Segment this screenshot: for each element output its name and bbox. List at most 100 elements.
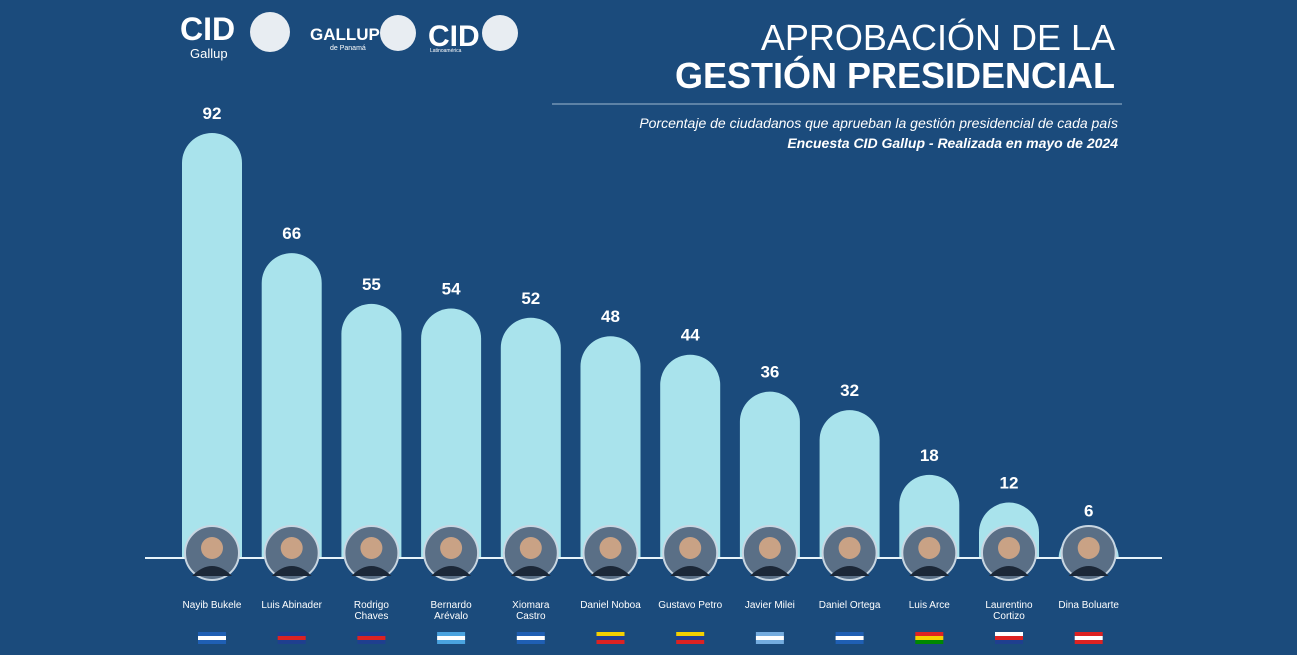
category-label: Luis Abinader xyxy=(261,600,322,611)
flag-stripe xyxy=(995,632,1023,636)
flag-stripe xyxy=(755,636,784,640)
portrait-face xyxy=(360,537,383,559)
flag-stripe xyxy=(516,640,545,644)
value-label: 18 xyxy=(920,446,939,465)
bar xyxy=(182,132,243,558)
category-label: Daniel Noboa xyxy=(580,600,641,611)
logo-subtext: de Panamá xyxy=(330,45,366,52)
bar xyxy=(580,336,641,558)
flag-stripe xyxy=(516,632,545,636)
flag-stripe xyxy=(915,640,944,644)
flag-stripe xyxy=(915,632,944,636)
value-label: 32 xyxy=(840,381,859,400)
flag-stripe xyxy=(676,632,705,636)
flag-stripe xyxy=(1074,632,1103,636)
flag-stripe xyxy=(676,640,705,644)
flag-stripe xyxy=(277,636,306,640)
flag-stripe xyxy=(437,636,466,640)
source: Encuesta CID Gallup - Realizada en mayo … xyxy=(787,135,1118,151)
portrait-face xyxy=(679,537,702,559)
category-label: Daniel Ortega xyxy=(818,600,881,611)
portrait-face xyxy=(599,537,622,559)
subtitle: Porcentaje de ciudadanos que aprueban la… xyxy=(639,115,1118,131)
value-label: 54 xyxy=(442,280,461,299)
flag-stripe xyxy=(835,632,864,636)
bar xyxy=(500,317,561,558)
portrait-body xyxy=(510,566,551,576)
portrait-body xyxy=(909,566,950,576)
bar xyxy=(261,253,322,558)
logo-text: CID xyxy=(428,20,480,53)
value-label: 6 xyxy=(1084,501,1093,520)
portrait-body xyxy=(989,566,1029,576)
portrait-body xyxy=(829,566,870,576)
globe xyxy=(250,12,290,52)
portrait-face xyxy=(998,537,1020,559)
portrait-face xyxy=(838,537,861,559)
portrait-body xyxy=(749,566,790,576)
flag-stripe xyxy=(596,640,625,644)
flag-stripe xyxy=(277,632,306,636)
flag-stripe xyxy=(277,640,306,644)
logo-text: GALLUP xyxy=(310,25,380,44)
flag-stripe xyxy=(1074,640,1103,644)
portrait-face xyxy=(280,537,303,559)
value-label: 55 xyxy=(362,275,381,294)
value-label: 52 xyxy=(521,289,540,308)
chart-title: APROBACIÓN DE LA xyxy=(761,17,1115,58)
flag-stripe xyxy=(437,640,466,644)
flag-stripe xyxy=(596,636,625,640)
value-label: 44 xyxy=(681,326,700,345)
bar xyxy=(421,308,482,558)
flag-stripe xyxy=(835,640,864,644)
bar xyxy=(660,354,721,558)
portrait-body xyxy=(670,566,711,576)
value-label: 48 xyxy=(601,307,620,326)
category-label: Xiomara Castro xyxy=(512,600,550,622)
flag-stripe xyxy=(755,640,784,644)
flag-stripe xyxy=(596,632,625,636)
flag-stripe xyxy=(835,636,864,640)
flag-stripe xyxy=(198,640,226,644)
category-label: Luis Arce xyxy=(908,600,950,611)
globe xyxy=(482,15,518,51)
chart-title: GESTIÓN PRESIDENCIAL xyxy=(675,54,1115,96)
portrait-body xyxy=(271,566,312,576)
bar xyxy=(819,410,880,558)
portrait-body xyxy=(192,566,232,576)
globe xyxy=(380,15,416,51)
flag-stripe xyxy=(516,636,545,640)
portrait-face xyxy=(1077,537,1100,559)
flag-stripe xyxy=(1074,636,1103,640)
portrait-body xyxy=(590,566,631,576)
logo-subtext: Latinoamérica xyxy=(430,48,462,54)
flag-stripe xyxy=(357,640,386,644)
category-label: Bernardo Arévalo xyxy=(430,600,472,622)
flag-stripe xyxy=(755,632,784,636)
category-label: Laurentino Cortizo xyxy=(985,600,1033,622)
value-label: 12 xyxy=(1000,474,1019,493)
portrait-body xyxy=(351,566,392,576)
category-label: Javier Milei xyxy=(744,600,795,611)
logo-subtext: Gallup xyxy=(190,46,228,61)
logo-text: CID xyxy=(180,11,235,47)
portrait-face xyxy=(519,537,542,559)
category-label: Gustavo Petro xyxy=(658,600,723,611)
portrait-body xyxy=(1068,566,1109,576)
value-label: 66 xyxy=(282,224,301,243)
flag-stripe xyxy=(995,640,1023,644)
flag-stripe xyxy=(676,636,705,640)
flag-stripe xyxy=(198,636,226,640)
logo: CID Gallup GALLUP de Panamá CID Latinoam… xyxy=(180,11,518,61)
category-label: Nayib Bukele xyxy=(182,600,242,611)
category-label: Dina Boluarte xyxy=(1058,600,1119,611)
flag-stripe xyxy=(995,636,1023,640)
portrait-body xyxy=(431,566,472,576)
flag-stripe xyxy=(357,632,386,636)
flag-stripe xyxy=(357,636,386,640)
portrait-face xyxy=(758,537,781,559)
value-label: 36 xyxy=(760,363,779,382)
bar xyxy=(739,391,800,558)
